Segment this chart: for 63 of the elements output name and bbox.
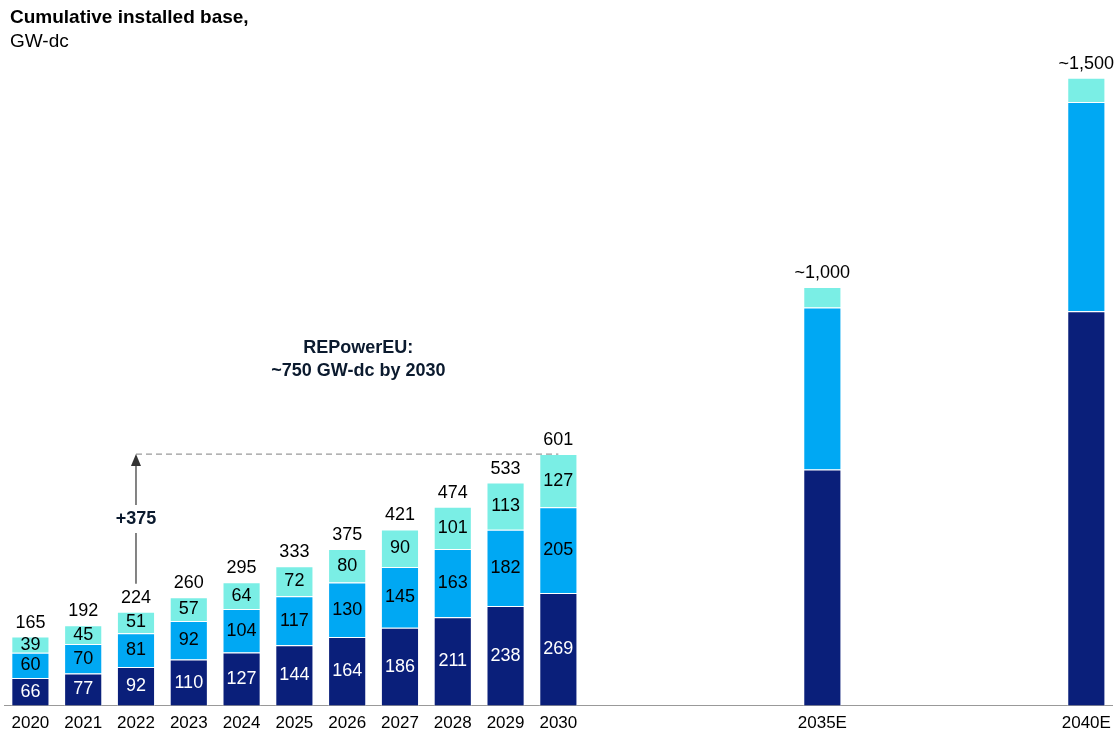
- data-label: 66: [20, 680, 41, 701]
- total-label: ~1,000: [794, 262, 851, 283]
- data-label: 211: [438, 650, 468, 671]
- total-label: 165: [15, 611, 46, 632]
- data-label: 90: [389, 537, 410, 558]
- data-label: 127: [543, 469, 574, 490]
- data-label: 101: [437, 516, 468, 537]
- x-tick-label: 2027: [381, 713, 419, 733]
- data-label: 60: [20, 654, 41, 675]
- data-label: 45: [73, 623, 94, 644]
- total-label: 533: [490, 457, 521, 478]
- data-label: 127: [226, 667, 257, 688]
- x-tick-label: 2040E: [1061, 713, 1111, 733]
- total-label: 421: [384, 504, 415, 525]
- data-label: 72: [284, 570, 305, 591]
- total-label: 601: [543, 429, 574, 450]
- data-label: 130: [332, 598, 363, 619]
- chart-subtitle: GW-dc: [10, 30, 69, 52]
- x-tick-label: 2021: [64, 713, 103, 733]
- annotation: REPowerEU: ~750 GW-dc by 2030: [271, 336, 446, 380]
- data-label: 70: [73, 647, 94, 668]
- data-label: 77: [73, 678, 94, 699]
- x-tick-label: 2023: [169, 713, 208, 733]
- data-label: 81: [125, 639, 147, 660]
- annotation: +375: [115, 507, 157, 528]
- x-tick-label: 2029: [486, 713, 525, 733]
- total-label: 295: [226, 557, 257, 578]
- data-label: 164: [332, 660, 363, 681]
- total-label: 224: [120, 586, 152, 607]
- data-label: 80: [337, 554, 358, 575]
- total-label: 192: [68, 600, 99, 621]
- data-label: 144: [279, 664, 310, 685]
- x-tick-label: 2024: [222, 713, 261, 733]
- data-label: 92: [178, 629, 199, 650]
- data-label: 113: [491, 495, 520, 516]
- data-label: 117: [280, 609, 309, 630]
- data-label: 269: [543, 638, 574, 659]
- data-label: 57: [178, 598, 199, 619]
- data-label: 205: [543, 539, 574, 560]
- data-label: 104: [226, 619, 257, 640]
- x-tick-label: 2028: [433, 713, 472, 733]
- x-tick-label: 2035E: [797, 713, 847, 733]
- data-label: 182: [490, 556, 521, 577]
- data-label: 238: [490, 644, 521, 665]
- data-label: 51: [125, 611, 147, 632]
- data-label: 145: [384, 586, 415, 607]
- data-label: 92: [125, 675, 147, 696]
- data-label: 163: [437, 572, 468, 593]
- x-tick-label: 2022: [117, 713, 155, 733]
- total-label: 260: [173, 572, 204, 593]
- x-tick-label: 2025: [275, 713, 314, 733]
- x-tick-label: 2020: [11, 713, 50, 733]
- data-label: 39: [20, 633, 41, 654]
- data-label: 110: [174, 671, 204, 692]
- data-label: 64: [231, 584, 252, 605]
- total-label: 333: [279, 541, 310, 562]
- chart-title: Cumulative installed base,: [10, 6, 249, 28]
- x-tick-label: 2030: [539, 713, 578, 733]
- data-label: 186: [384, 655, 415, 676]
- total-label: 375: [332, 524, 363, 545]
- x-tick-label: 2026: [328, 713, 367, 733]
- total-label: ~1,500: [1058, 52, 1115, 73]
- total-label: 474: [437, 481, 468, 502]
